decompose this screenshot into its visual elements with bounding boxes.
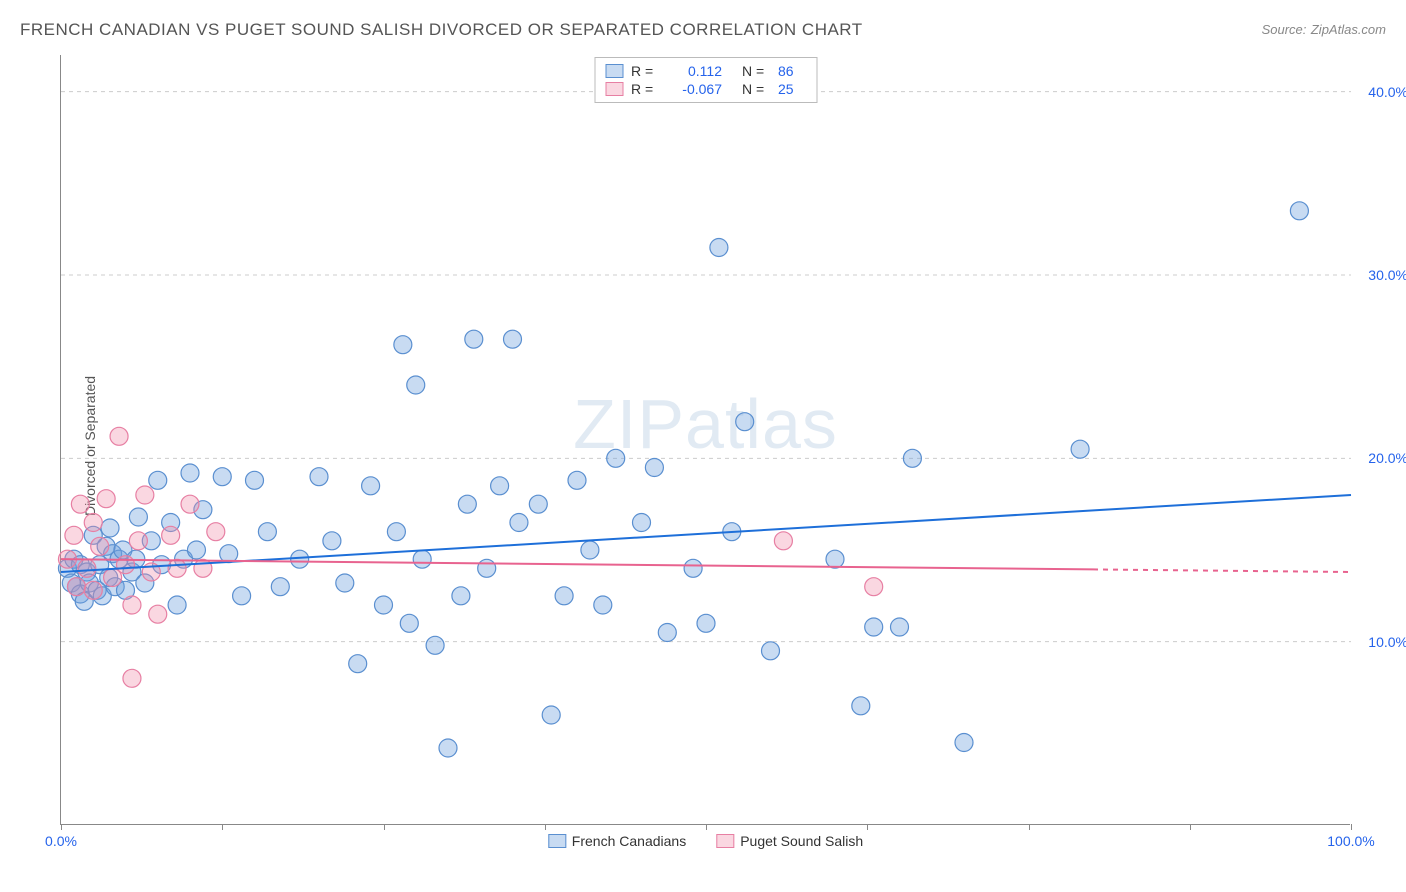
legend-swatch bbox=[548, 834, 566, 848]
legend-swatch bbox=[605, 82, 623, 96]
legend-label: Puget Sound Salish bbox=[740, 833, 863, 849]
correlation-legend: R = 0.112 N = 86 R = -0.067 N = 25 bbox=[594, 57, 817, 103]
r-label: R = bbox=[631, 63, 659, 79]
legend-row: R = 0.112 N = 86 bbox=[605, 62, 806, 80]
source-name: ZipAtlas.com bbox=[1311, 22, 1386, 37]
source-attribution: Source: ZipAtlas.com bbox=[1262, 21, 1386, 39]
legend-item: French Canadians bbox=[548, 833, 686, 849]
n-value: 86 bbox=[778, 63, 806, 79]
y-tick-label: 30.0% bbox=[1368, 267, 1406, 283]
chart-title: FRENCH CANADIAN VS PUGET SOUND SALISH DI… bbox=[20, 20, 863, 40]
n-label: N = bbox=[742, 81, 770, 97]
n-label: N = bbox=[742, 63, 770, 79]
legend-row: R = -0.067 N = 25 bbox=[605, 80, 806, 98]
legend-label: French Canadians bbox=[572, 833, 686, 849]
x-tick-label: 0.0% bbox=[45, 833, 77, 849]
series-legend: French Canadians Puget Sound Salish bbox=[548, 833, 863, 849]
x-tick-label: 100.0% bbox=[1327, 833, 1374, 849]
legend-swatch bbox=[716, 834, 734, 848]
scatter-svg bbox=[61, 55, 1350, 824]
r-value: 0.112 bbox=[667, 63, 722, 79]
y-tick-label: 20.0% bbox=[1368, 450, 1406, 466]
r-label: R = bbox=[631, 81, 659, 97]
r-value: -0.067 bbox=[667, 81, 722, 97]
y-tick-label: 40.0% bbox=[1368, 84, 1406, 100]
chart-plot-area: ZIPatlas R =0.112N =86R =-0.067N =25 Fre… bbox=[60, 55, 1350, 825]
n-value: 25 bbox=[778, 81, 806, 97]
legend-swatch bbox=[605, 64, 623, 78]
y-tick-label: 10.0% bbox=[1368, 634, 1406, 650]
legend-item: Puget Sound Salish bbox=[716, 833, 863, 849]
source-label: Source: bbox=[1262, 22, 1307, 37]
